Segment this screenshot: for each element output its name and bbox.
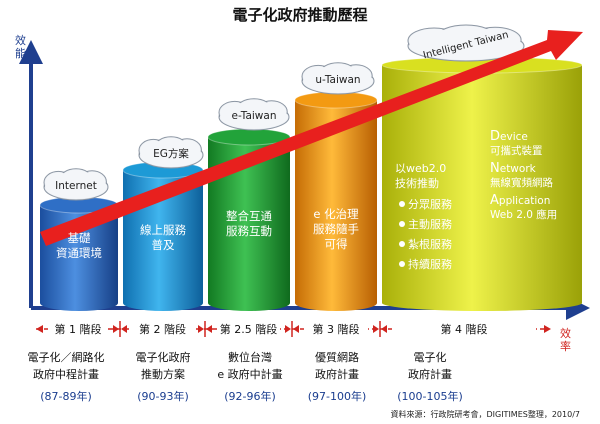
bullet-dot-1 (399, 201, 405, 207)
pillar-body-4 (295, 100, 377, 311)
dna-desc-2: 無線寬頻網路 (490, 176, 553, 189)
pillar-body-5 (382, 65, 582, 311)
stage-label-5: 第 4 階段 (441, 322, 488, 336)
stage-label-4: 第 3 階段 (313, 322, 360, 336)
bullet-dot-2 (399, 221, 405, 227)
pillar-4-line-3: 可得 (325, 237, 348, 251)
pillar-2-line-2: 普及 (152, 238, 175, 252)
stage-pillars (39, 56, 583, 311)
pillar-5-bullet-2: 主動服務 (408, 217, 452, 231)
cloud-5: Intelligent Taiwan (407, 24, 525, 62)
cloud-1: Internet (43, 168, 109, 201)
pillar-1-line-2: 資通環境 (56, 246, 102, 260)
cloud-3: e-Taiwan (218, 98, 290, 131)
stage-label-2: 第 2 階段 (139, 322, 186, 336)
dna-term-3: Application (490, 193, 550, 208)
plan-2-line-1: 電子化政府 (136, 350, 191, 364)
dna-desc-3: Web 2.0 應用 (490, 208, 557, 221)
plan-years-4: (97-100年) (308, 389, 367, 403)
plan-years-2: (90-93年) (137, 389, 189, 403)
plan-1-line-2: 政府中程計畫 (33, 367, 99, 381)
cloud-2: EG方案 (138, 136, 204, 169)
dna-term-2: Network (490, 161, 537, 176)
pillar-1-line-1: 基礎 (68, 231, 91, 245)
x-axis-label-char-1: 效 (560, 326, 571, 340)
stage-label-1: 第 1 階段 (55, 322, 102, 336)
plan-5-line-2: 政府計畫 (408, 367, 452, 381)
cloud-label-2: EG方案 (153, 147, 189, 160)
source-note: 資料來源：行政院研考會，DIGITIMES整理，2010/7 (390, 409, 580, 419)
cloud-4: u-Taiwan (301, 62, 375, 95)
cloud-label-3: e-Taiwan (232, 110, 277, 122)
plan-years-5: (100-105年) (397, 389, 463, 403)
progress-arrow (40, 30, 583, 246)
bullet-dot-3 (399, 241, 405, 247)
stage-clouds: Internet EG方案 e-Taiwan u-Taiwan Intelligent … (43, 24, 525, 201)
pillar-5-bullet-1: 分眾服務 (408, 197, 452, 211)
plan-years-1: (87-89年) (40, 389, 92, 403)
pillar-5-line-2: 技術推動 (395, 176, 439, 190)
y-axis-label-char-2: 能 (15, 46, 26, 60)
plan-5-line-1: 電子化 (414, 350, 447, 364)
stage-label-3: 第 2.5 階段 (220, 322, 278, 336)
pillar-4-line-1: e 化治理 (313, 207, 359, 221)
x-axis-label-char-2: 率 (560, 339, 571, 353)
plan-1-line-1: 電子化／網路化 (28, 350, 105, 364)
pillar-4-line-2: 服務隨手 (313, 222, 359, 236)
pillar-3-line-1: 整合互通 (226, 209, 272, 223)
stage-timeline: 第 1 階段 第 2 階段 第 2.5 階段 第 3 階段 第 4 階段 (36, 320, 551, 337)
cloud-label-1: Internet (55, 180, 97, 192)
cloud-label-4: u-Taiwan (315, 74, 360, 86)
plan-3-line-1: 數位台灣 (228, 350, 272, 364)
plan-2-line-2: 推動方案 (141, 367, 185, 381)
plan-years-3: (92-96年) (224, 389, 276, 403)
bullet-dot-4 (399, 261, 405, 267)
dna-desc-1: 可攜式裝置 (490, 144, 543, 157)
plan-4-line-2: 政府計畫 (315, 367, 359, 381)
pillar-5-bullet-3: 紮根服務 (408, 237, 452, 251)
pillar-body-3 (208, 137, 290, 311)
pillar-5-bullet-4: 持續服務 (408, 257, 452, 271)
pillar-3-line-2: 服務互動 (226, 224, 272, 238)
pillar-5-line-1: 以web2.0 (395, 162, 446, 175)
y-axis-label-char-1: 效 (15, 33, 26, 47)
dna-term-1: Device (490, 129, 528, 144)
plan-4-line-1: 優質網路 (315, 350, 359, 364)
diagram-title: 電子化政府推動歷程 (232, 6, 367, 24)
pillar-2-line-1: 線上服務 (140, 223, 186, 237)
plan-3-line-2: e 政府中計畫 (217, 367, 282, 381)
